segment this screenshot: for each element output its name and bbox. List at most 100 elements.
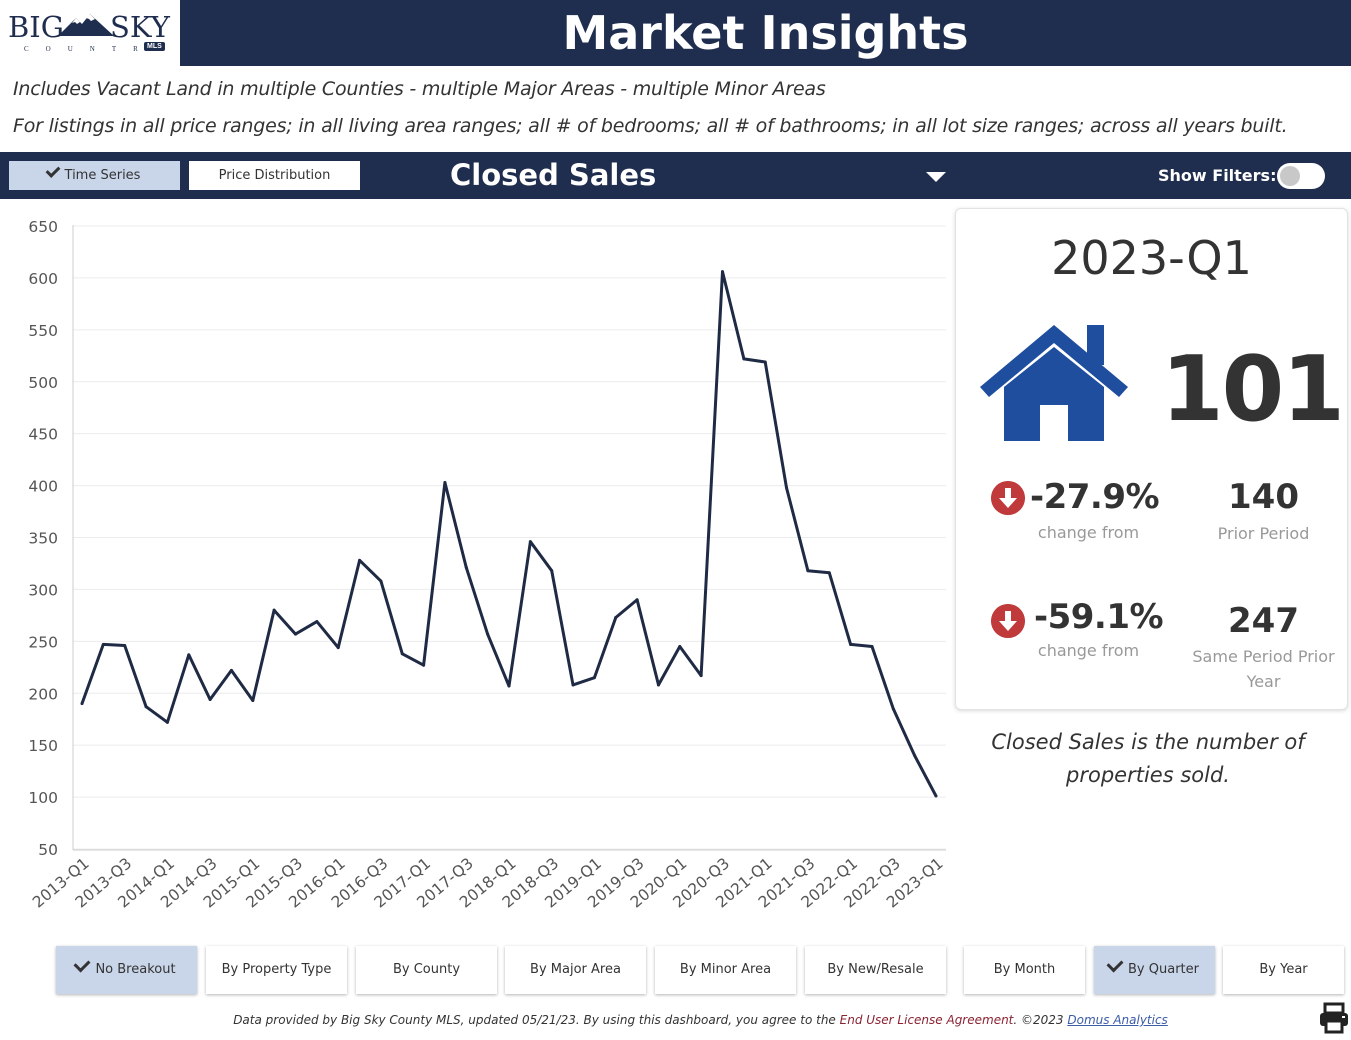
by-month-button[interactable]: By Month xyxy=(964,946,1085,994)
data-point xyxy=(550,569,554,573)
y-tick-label: 100 xyxy=(28,789,58,807)
kpi-period: 2023-Q1 xyxy=(1051,231,1252,285)
footer: Data provided by Big Sky County MLS, upd… xyxy=(0,1013,1351,1027)
data-point xyxy=(891,707,895,711)
kpi-card: 2023-Q1 101 -27.9% change from 140 Prior… xyxy=(955,208,1348,710)
house-icon xyxy=(980,325,1128,441)
price-distribution-label: Price Distribution xyxy=(218,168,331,183)
show-filters-toggle[interactable] xyxy=(1277,163,1325,189)
data-point xyxy=(165,720,169,724)
title-bar: Market Insights xyxy=(180,0,1351,66)
chevron-down-icon xyxy=(926,172,946,182)
y-tick-label: 500 xyxy=(28,374,58,392)
check-icon xyxy=(73,955,91,973)
data-point xyxy=(849,642,853,646)
y-tick-label: 600 xyxy=(28,270,58,288)
by-county-label: By County xyxy=(392,962,461,977)
metric-definition: Closed Sales is the number of properties… xyxy=(991,730,1305,787)
time-series-label: Time Series xyxy=(64,168,141,183)
y-tick-label: 250 xyxy=(28,633,58,651)
data-point xyxy=(251,699,255,703)
logo-text-big: BIG xyxy=(8,10,64,44)
check-icon xyxy=(45,163,60,178)
data-point xyxy=(870,645,874,649)
change-prior-period-pct: -27.9% xyxy=(1030,477,1160,517)
y-tick-label: 200 xyxy=(28,685,58,703)
data-point xyxy=(80,702,84,706)
data-point xyxy=(315,620,319,624)
y-tick-label: 550 xyxy=(28,322,58,340)
data-point xyxy=(272,608,276,612)
y-tick-label: 150 xyxy=(28,737,58,755)
show-filters-label: Show Filters: xyxy=(1158,166,1277,185)
data-point xyxy=(699,674,703,678)
arrow-down-icon xyxy=(991,481,1025,515)
data-point xyxy=(656,683,660,687)
data-point xyxy=(486,632,490,636)
series-line xyxy=(80,270,938,797)
data-point xyxy=(507,684,511,688)
by-county-button[interactable]: By County xyxy=(356,946,497,994)
data-point xyxy=(934,794,938,798)
change-label: change from xyxy=(1037,641,1140,660)
y-tick-label: 400 xyxy=(28,478,58,496)
data-point xyxy=(592,676,596,680)
data-point xyxy=(827,571,831,575)
data-point xyxy=(187,653,191,657)
by-property-type-label: By Property Type xyxy=(221,962,332,977)
y-tick-label: 50 xyxy=(38,841,58,859)
kpi-value: 101 xyxy=(1161,337,1345,442)
by-property-type-button[interactable]: By Property Type xyxy=(206,946,347,994)
filter-description-line2: For listings in all price ranges; in all… xyxy=(13,115,1288,137)
change-label: change from xyxy=(1037,523,1140,542)
by-month-label: By Month xyxy=(993,962,1056,977)
data-point xyxy=(464,566,468,570)
by-quarter-button[interactable]: By Quarter xyxy=(1094,946,1215,994)
no-breakout-label: No Breakout xyxy=(95,962,176,977)
print-icon[interactable] xyxy=(1318,1002,1350,1034)
time-series-button[interactable]: Time Series xyxy=(9,161,180,190)
data-point xyxy=(742,357,746,361)
brand-logo: BIG SKY COUNTRY MLS xyxy=(0,0,180,66)
data-point xyxy=(379,579,383,583)
by-minor-area-button[interactable]: By Minor Area xyxy=(655,946,796,994)
data-point xyxy=(294,632,297,636)
data-point xyxy=(101,642,105,646)
check-icon xyxy=(1106,955,1124,973)
footer-copyright: . ©2023 xyxy=(1013,1013,1068,1027)
by-major-area-button[interactable]: By Major Area xyxy=(505,946,646,994)
data-point xyxy=(806,569,810,573)
data-point xyxy=(785,486,789,490)
metric-selected-label: Closed Sales xyxy=(450,158,657,192)
logo-text-sky: SKY xyxy=(110,10,170,44)
y-tick-label: 350 xyxy=(28,530,58,548)
y-tick-label: 450 xyxy=(28,426,58,444)
footer-text: Data provided by Big Sky County MLS, upd… xyxy=(233,1013,840,1027)
data-point xyxy=(208,697,212,701)
data-point xyxy=(123,643,127,647)
data-point xyxy=(913,754,917,758)
price-distribution-button[interactable]: Price Distribution xyxy=(189,161,360,190)
data-point xyxy=(358,558,362,562)
filter-description-line1: Includes Vacant Land in multiple Countie… xyxy=(13,78,826,100)
by-new-resale-label: By New/Resale xyxy=(827,962,924,977)
by-quarter-label: By Quarter xyxy=(1128,962,1199,977)
change-prior-year-pct: -59.1% xyxy=(1034,597,1164,637)
toolbar: Time Series Price Distribution Closed Sa… xyxy=(0,152,1351,199)
data-point xyxy=(721,270,724,274)
domus-analytics-link[interactable]: Domus Analytics xyxy=(1067,1013,1168,1027)
y-tick-label: 300 xyxy=(28,581,58,599)
metric-dropdown[interactable]: Closed Sales xyxy=(440,152,955,199)
by-major-area-label: By Major Area xyxy=(530,962,621,977)
eula-link[interactable]: End User License Agreement xyxy=(839,1013,1014,1027)
toggle-knob xyxy=(1280,166,1300,186)
data-point xyxy=(144,705,148,709)
by-year-label: By Year xyxy=(1259,962,1308,977)
page-title: Market Insights xyxy=(562,6,969,60)
by-new-resale-button[interactable]: By New/Resale xyxy=(805,946,946,994)
arrow-down-icon xyxy=(991,604,1025,638)
no-breakout-button[interactable]: No Breakout xyxy=(56,946,197,994)
by-year-button[interactable]: By Year xyxy=(1223,946,1344,994)
y-tick-label: 650 xyxy=(28,218,58,236)
